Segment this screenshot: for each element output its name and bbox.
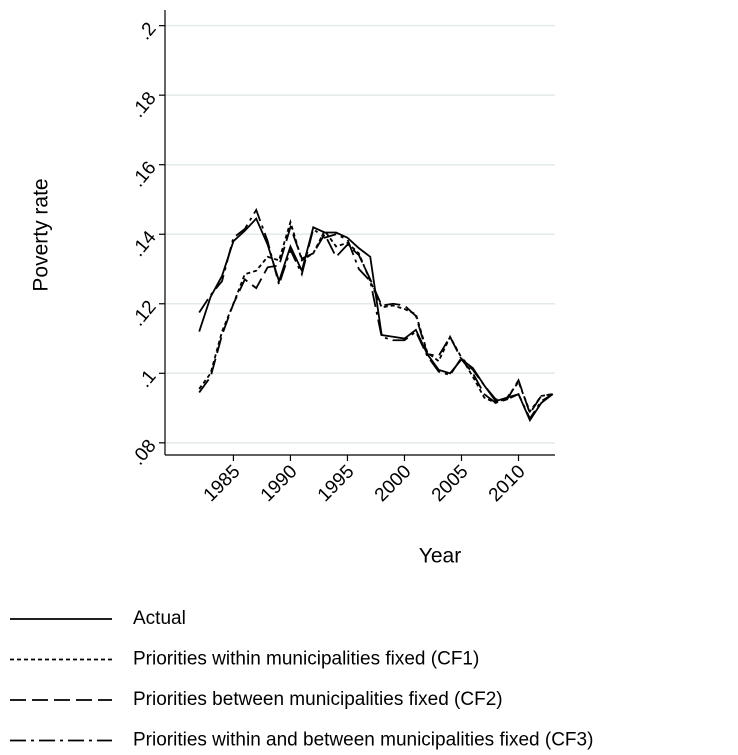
x-tick-label: 2005 [428, 461, 473, 506]
y-tick-label: .08 [128, 436, 161, 470]
x-axis-title: Year [419, 545, 461, 568]
x-tick-label: 1995 [314, 461, 359, 506]
y-tick-label: .1 [134, 366, 160, 392]
series-line [198, 216, 554, 423]
y-tick-label: .12 [128, 297, 161, 331]
legend-label: Priorities between municipalities fixed … [133, 689, 503, 710]
legend-label: Priorities within municipalities fixed (… [133, 649, 479, 670]
x-tick-label: 2010 [485, 461, 530, 506]
x-tick-label: 1990 [257, 461, 302, 506]
x-tick-label: 1985 [200, 461, 245, 506]
y-tick-label: .16 [128, 158, 161, 192]
y-tick-label: .2 [134, 19, 160, 45]
legend-label: Actual [133, 608, 186, 629]
series-line [198, 224, 553, 416]
series-line [198, 218, 553, 414]
y-tick-label: .18 [128, 88, 161, 122]
y-tick-label: .14 [128, 227, 161, 261]
x-tick-label: 2000 [371, 461, 416, 506]
y-axis-title: Poverty rate [30, 178, 53, 291]
legend-label: Priorities within and between municipali… [133, 730, 593, 751]
series-line [198, 207, 554, 421]
